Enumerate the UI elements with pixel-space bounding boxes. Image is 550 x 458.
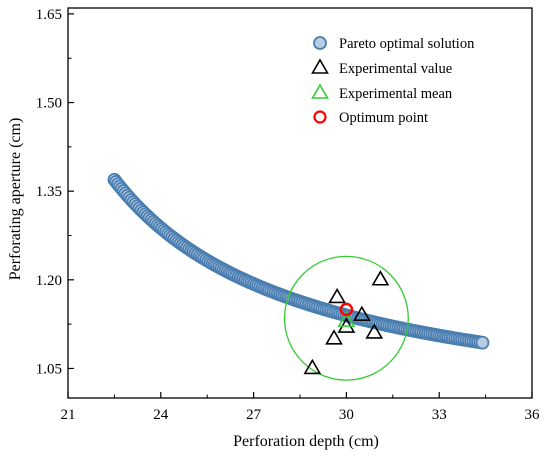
legend-marker-experimental-mean <box>311 83 329 99</box>
experimental-value-point <box>352 305 371 322</box>
optimum-point <box>339 302 354 317</box>
x-tick-label: 30 <box>339 407 354 423</box>
legend-item-experimental-mean: Experimental mean <box>311 83 453 102</box>
experimental-mean-point <box>337 311 356 327</box>
experimental-value-point <box>325 329 343 345</box>
legend-label-pareto: Pareto optimal solution <box>339 36 475 52</box>
y-axis-label: Perforating aperture (cm) <box>7 118 24 281</box>
y-tick-label: 1.20 <box>36 273 62 289</box>
legend-item-optimum-point: Optimum point <box>313 110 428 126</box>
legend-label-experimental-mean: Experimental mean <box>339 86 453 102</box>
y-tick-label: 1.35 <box>36 184 62 200</box>
x-tick-label: 24 <box>153 407 169 423</box>
experimental-value-point <box>371 270 390 286</box>
experimental-value-point <box>303 358 322 375</box>
y-tick-label: 1.50 <box>36 96 62 112</box>
y-tick-label: 1.65 <box>36 7 62 23</box>
y-tick-label: 1.05 <box>36 361 62 377</box>
pareto-point <box>475 335 490 350</box>
experimental-value-point <box>328 287 347 304</box>
legend-item-pareto: Pareto optimal solution <box>313 36 475 52</box>
x-tick-label: 27 <box>246 407 262 423</box>
legend-label-optimum-point: Optimum point <box>339 110 428 126</box>
region-circle <box>283 255 409 381</box>
axes: 21 24 27 30 33 36 1.05 1.20 1.35 1.50 1.65 <box>36 7 540 423</box>
legend-marker-optimum-point <box>313 110 327 124</box>
x-tick-label: 33 <box>432 407 447 423</box>
plot-area <box>107 172 490 381</box>
x-tick-label: 21 <box>61 407 76 423</box>
legend-marker-pareto <box>313 36 327 50</box>
legend-item-experimental-value: Experimental value <box>311 58 452 77</box>
legend-label-experimental-value: Experimental value <box>339 61 452 77</box>
experimental-value-point <box>365 323 384 339</box>
x-axis-label: Perforation depth (cm) <box>233 433 379 450</box>
legend: Pareto optimal solution Experimental val… <box>311 36 475 126</box>
x-tick-label: 36 <box>525 407 541 423</box>
legend-marker-experimental-value <box>311 58 329 74</box>
